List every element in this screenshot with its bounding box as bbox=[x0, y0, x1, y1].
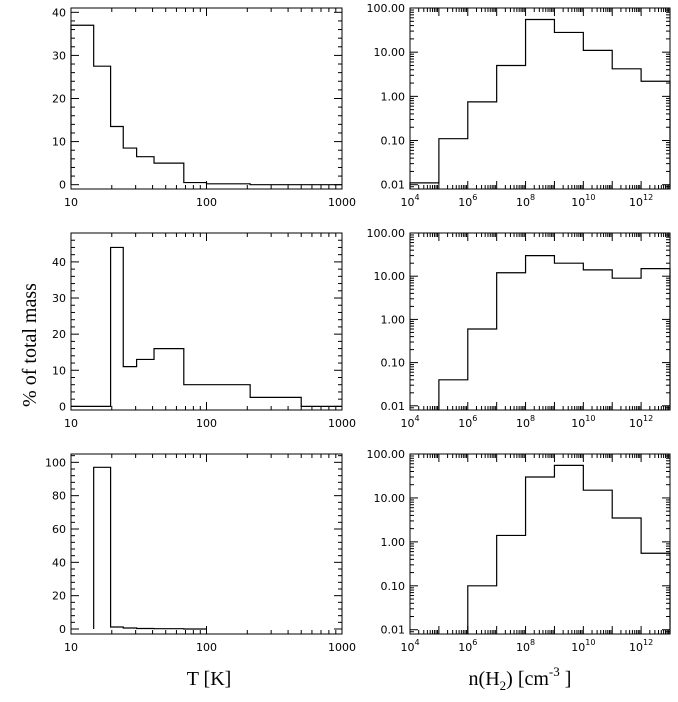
x-tick-label-n1: 106 bbox=[458, 193, 477, 209]
histogram-n2 bbox=[438, 254, 671, 410]
x-tick-label-n2: 106 bbox=[458, 414, 477, 430]
x-tick-label-n3: 1010 bbox=[571, 638, 595, 654]
x-tick-label-n2: 108 bbox=[516, 414, 535, 430]
x-tick-label-T2: 10 bbox=[64, 417, 78, 430]
axes-frame-T2 bbox=[70, 232, 343, 411]
y-tick-label-T2: 40 bbox=[52, 256, 66, 269]
panel-T1: 10 100 1000 0 10 20 30 40 bbox=[52, 6, 356, 209]
y-tick-label-T2: 10 bbox=[52, 364, 66, 377]
histogram-T1 bbox=[70, 24, 342, 186]
histogram-n1 bbox=[409, 18, 671, 189]
x-tick-label-n3: 106 bbox=[458, 638, 477, 654]
y-tick-label-T1: 0 bbox=[59, 179, 66, 192]
y-tick-label-n3: 10.00 bbox=[374, 492, 406, 505]
x-tick-label-n3: 108 bbox=[516, 638, 535, 654]
x-tick-label-n3: 1012 bbox=[629, 638, 653, 654]
y-tick-label-T1: 20 bbox=[52, 93, 66, 106]
y-tick-label-n2: 1.00 bbox=[381, 313, 406, 326]
y-tick-label-T3: 40 bbox=[52, 556, 66, 569]
x-tick-label-T3: 10 bbox=[64, 641, 78, 654]
x-tick-label-T3: 1000 bbox=[328, 641, 356, 654]
y-tick-label-n1: 0.01 bbox=[381, 179, 406, 192]
x-tick-label-T2: 100 bbox=[196, 417, 217, 430]
y-tick-label-n2: 10.00 bbox=[374, 270, 406, 283]
panel-T3: 10 100 1000 0 20 40 60 80 100 bbox=[45, 453, 356, 654]
y-tick-label-T2: 0 bbox=[59, 400, 66, 413]
x-tick-label-n1: 1012 bbox=[629, 193, 653, 209]
axes-frame-n1 bbox=[409, 7, 671, 190]
y-tick-label-T2: 20 bbox=[52, 328, 66, 341]
histogram-n3 bbox=[467, 464, 671, 634]
y-tick-label-n1: 10.00 bbox=[374, 46, 406, 59]
y-tick-label-n2: 100.00 bbox=[367, 227, 406, 240]
y-tick-label-n2: 0.10 bbox=[381, 357, 406, 370]
y-tick-label-n3: 1.00 bbox=[381, 536, 406, 549]
panel-n3: 104 106 108 1010 1012 0.01 0.10 1.00 10.00 100.00 bbox=[367, 448, 671, 654]
histogram-T2 bbox=[71, 246, 342, 407]
y-tick-label-n3: 100.00 bbox=[367, 448, 406, 461]
axes-frame-n3 bbox=[409, 453, 671, 635]
x-tick-label-n2: 1010 bbox=[571, 414, 595, 430]
panel-T2: 10 100 1000 0 10 20 30 40 bbox=[52, 232, 356, 430]
y-tick-label-T1: 30 bbox=[52, 49, 66, 62]
y-tick-label-n3: 0.01 bbox=[381, 624, 406, 637]
panel-n2: 104 106 108 1010 1012 0.01 0.10 1.00 10.00 100.00 bbox=[367, 227, 671, 430]
y-tick-label-n1: 0.10 bbox=[381, 135, 406, 148]
y-tick-label-n1: 1.00 bbox=[381, 90, 406, 103]
axes-frame-T3 bbox=[70, 453, 343, 635]
panel-n1: 104 106 108 1010 1012 0.01 0.10 1.00 10.00 100.00 bbox=[367, 2, 671, 209]
x-tick-label-T1: 100 bbox=[196, 196, 217, 209]
y-tick-label-T3: 20 bbox=[52, 590, 66, 603]
y-tick-label-T3: 80 bbox=[52, 490, 66, 503]
y-tick-label-T2: 30 bbox=[52, 292, 66, 305]
y-tick-label-T3: 0 bbox=[59, 623, 66, 636]
y-tick-label-T3: 60 bbox=[52, 523, 66, 536]
histogram-T3 bbox=[93, 466, 207, 630]
axes-frame-T1 bbox=[70, 7, 343, 190]
x-tick-label-n2: 1012 bbox=[629, 414, 653, 430]
y-tick-label-n3: 0.10 bbox=[381, 580, 406, 593]
x-tick-label-T1: 10 bbox=[64, 196, 78, 209]
x-tick-label-T3: 100 bbox=[196, 641, 217, 654]
x-tick-label-n1: 104 bbox=[400, 193, 419, 209]
y-tick-label-T1: 40 bbox=[52, 6, 66, 19]
y-axis-label: % of total mass bbox=[19, 283, 41, 407]
axes-frame-n2 bbox=[409, 232, 671, 411]
y-tick-label-n2: 0.01 bbox=[381, 400, 406, 413]
x-tick-label-n2: 104 bbox=[400, 414, 419, 430]
x-tick-label-T2: 1000 bbox=[328, 417, 356, 430]
y-tick-label-T1: 10 bbox=[52, 136, 66, 149]
x-axis-label-temperature: T [K] bbox=[187, 668, 232, 690]
x-tick-label-n3: 104 bbox=[400, 638, 419, 654]
x-tick-label-n1: 1010 bbox=[571, 193, 595, 209]
x-tick-label-n1: 108 bbox=[516, 193, 535, 209]
y-tick-label-T3: 100 bbox=[45, 456, 66, 469]
y-tick-label-n1: 100.00 bbox=[367, 2, 406, 15]
x-axis-label-density: n(H2) [cm-3 ] bbox=[469, 664, 572, 693]
x-tick-label-T1: 1000 bbox=[328, 196, 356, 209]
